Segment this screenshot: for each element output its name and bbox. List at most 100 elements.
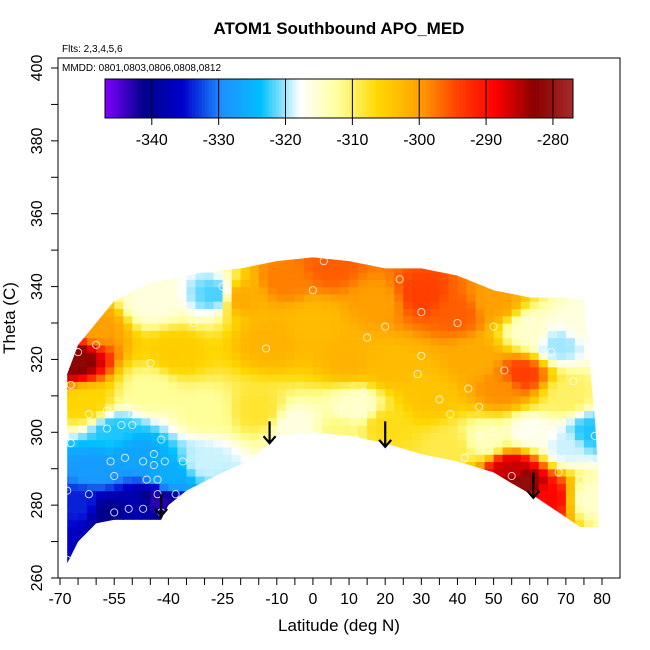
heatmap-cell: [538, 301, 549, 310]
heatmap-cell: [466, 359, 477, 368]
heatmap-cell: [114, 388, 124, 397]
heatmap-cell: [403, 563, 413, 571]
heatmap-cell: [177, 527, 188, 535]
heatmap-cell: [231, 337, 242, 346]
heatmap-cell: [312, 425, 323, 433]
heatmap-cell: [583, 425, 594, 433]
heatmap-cell: [394, 315, 404, 324]
heatmap-cell: [312, 315, 323, 324]
heatmap-cell: [186, 425, 197, 433]
heatmap-cell: [403, 534, 413, 543]
colorbar-border: [104, 78, 574, 119]
heatmap-cell: [439, 563, 449, 571]
heatmap-cell: [502, 497, 513, 506]
heatmap-cell: [276, 505, 287, 514]
heatmap-cell: [186, 388, 197, 397]
heatmap-cell: [547, 359, 558, 368]
heatmap-cell: [574, 264, 585, 273]
heatmap-cell: [403, 395, 413, 404]
heatmap-cell: [303, 352, 314, 361]
heatmap-cell: [448, 286, 459, 295]
heatmap-cell: [331, 308, 341, 317]
colorbar-segment: [318, 79, 323, 118]
heatmap-cell: [222, 272, 233, 280]
heatmap-cell: [376, 308, 386, 317]
heatmap-cell: [105, 548, 115, 557]
heatmap-cell: [340, 308, 350, 317]
heatmap-cell: [105, 381, 115, 390]
heatmap-cell: [493, 497, 504, 506]
heatmap-cell: [592, 374, 599, 382]
heatmap-cell: [484, 272, 495, 280]
heatmap-cell: [358, 352, 368, 361]
colorbar-segment: [389, 79, 393, 118]
heatmap-cell: [421, 308, 431, 317]
heatmap-cell: [520, 323, 531, 331]
heatmap-cell: [105, 505, 115, 514]
heatmap-cell: [484, 388, 495, 397]
heatmap-cell: [358, 541, 368, 550]
heatmap-cell: [213, 352, 224, 361]
heatmap-cell: [592, 344, 599, 353]
heatmap-cell: [96, 461, 106, 470]
heatmap-cell: [258, 293, 269, 302]
heatmap-cell: [78, 556, 88, 564]
heatmap-cell: [321, 352, 332, 361]
colorbar-segment: [445, 79, 450, 118]
heatmap-cell: [529, 403, 540, 412]
heatmap-cell: [87, 454, 97, 463]
heatmap-cell: [592, 388, 599, 397]
heatmap-cell: [412, 337, 422, 346]
heatmap-cell: [529, 264, 540, 273]
heatmap-cell: [340, 395, 350, 404]
heatmap-cell: [403, 315, 413, 324]
heatmap-cell: [294, 483, 305, 492]
heatmap-cell: [502, 359, 513, 368]
heatmap-cell: [312, 527, 323, 535]
heatmap-cell: [204, 490, 215, 499]
heatmap-cell: [448, 439, 459, 448]
heatmap-cell: [231, 352, 242, 361]
colorbar-segment: [352, 79, 357, 118]
heatmap-cell: [412, 330, 422, 339]
heatmap-cell: [475, 344, 486, 353]
heatmap-cell: [87, 505, 97, 514]
heatmap-cell: [529, 308, 540, 317]
colorbar-segment: [362, 79, 367, 118]
heatmap-cell: [493, 323, 504, 331]
heatmap-cell: [511, 264, 522, 273]
heatmap-cell: [150, 439, 160, 448]
heatmap-cell: [502, 505, 513, 514]
heatmap-cell: [538, 257, 549, 266]
heatmap-cell: [556, 381, 567, 390]
heatmap-cell: [231, 366, 242, 375]
heatmap-cell: [105, 468, 115, 477]
heatmap-cell: [67, 432, 70, 441]
heatmap-cell: [547, 315, 558, 324]
heatmap-cell: [159, 366, 169, 375]
heatmap-cell: [484, 461, 495, 470]
colorbar-segment: [392, 79, 397, 118]
colorbar-segment: [222, 79, 226, 118]
heatmap-cell: [430, 330, 440, 339]
heatmap-cell: [511, 315, 522, 324]
arrow-marker: [154, 494, 169, 518]
observation-point: [352, 435, 361, 444]
heatmap-cell: [222, 395, 233, 404]
colorbar-segment: [405, 79, 410, 118]
heatmap-cell: [376, 454, 386, 463]
heatmap-cell: [484, 505, 495, 514]
heatmap-cell: [69, 381, 79, 390]
heatmap-cell: [583, 527, 594, 535]
heatmap-cell: [204, 446, 215, 455]
heatmap-cell: [592, 432, 599, 441]
heatmap-cell: [132, 293, 142, 302]
heatmap-cell: [67, 352, 70, 361]
heatmap-cell: [565, 272, 576, 280]
heatmap-cell: [520, 381, 531, 390]
heatmap-cell: [547, 556, 558, 564]
heatmap-cell: [123, 330, 133, 339]
heatmap-cell: [502, 439, 513, 448]
heatmap-cell: [105, 534, 115, 543]
heatmap-cell: [475, 541, 486, 550]
